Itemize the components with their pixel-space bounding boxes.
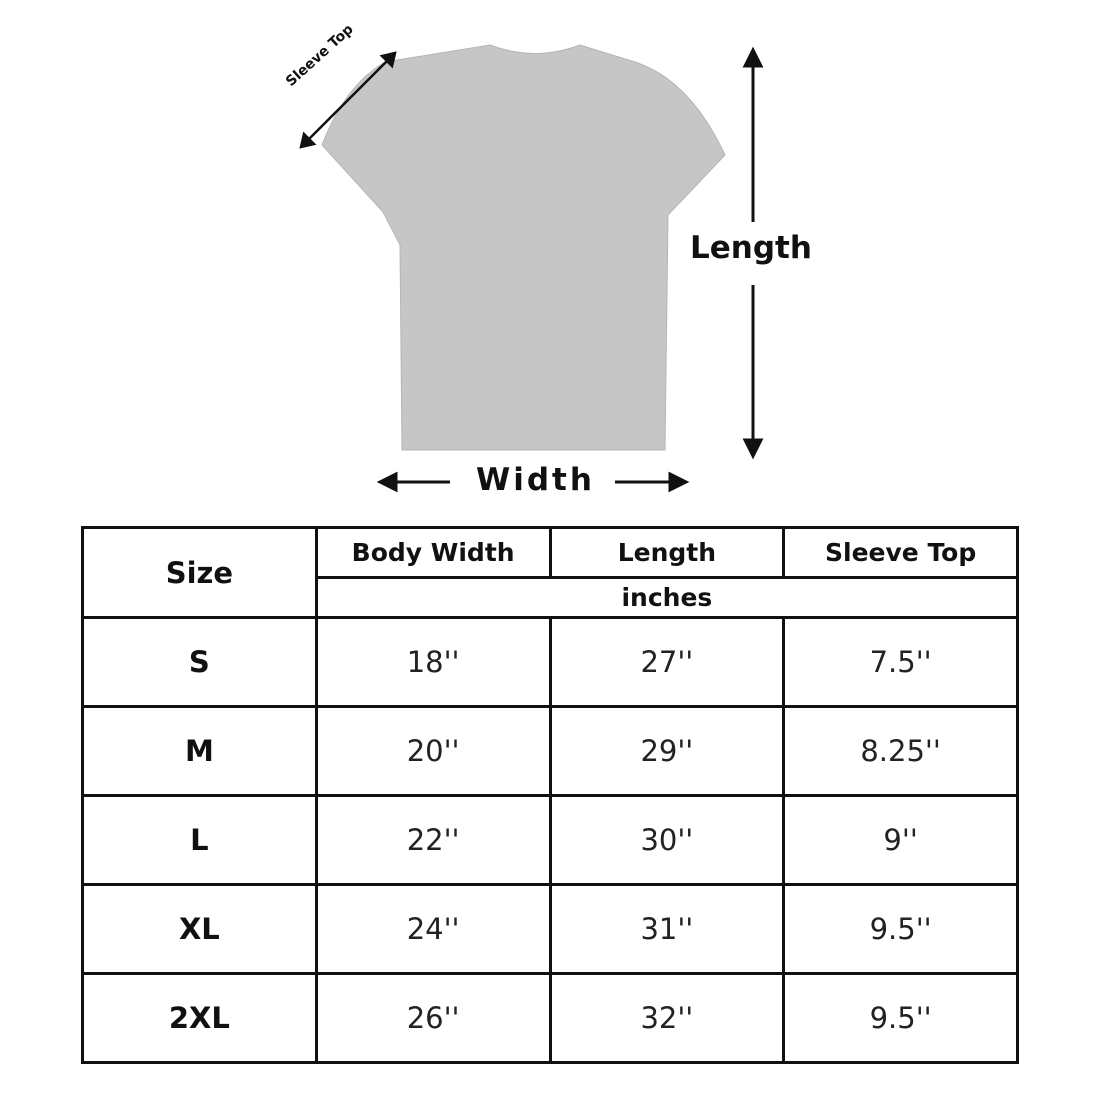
size-cell: 2XL xyxy=(81,972,318,1064)
value-cell: 9.5'' xyxy=(782,972,1019,1064)
tshirt-image xyxy=(321,44,726,451)
tshirt-diagram xyxy=(299,44,764,493)
header-row: Size Body Width Length Sleeve Top xyxy=(81,526,1019,619)
header-body-width: Body Width xyxy=(314,526,552,579)
length-arrow xyxy=(742,46,764,460)
sleeve-arrow xyxy=(299,51,397,149)
table-row: 2XL 26'' 32'' 9.5'' xyxy=(81,972,1019,1064)
header-sleeve-top: Sleeve Top xyxy=(782,526,1019,579)
value-cell: 24'' xyxy=(314,883,552,975)
size-header: Size xyxy=(81,526,318,619)
value-cell: 9'' xyxy=(782,794,1019,886)
size-cell: M xyxy=(81,705,318,797)
value-cell: 29'' xyxy=(548,705,786,797)
length-label: Length xyxy=(690,230,812,266)
size-cell: S xyxy=(81,616,318,708)
width-arrow xyxy=(376,471,690,493)
value-cell: 32'' xyxy=(548,972,786,1064)
value-cell: 9.5'' xyxy=(782,883,1019,975)
header-length: Length xyxy=(548,526,786,579)
size-cell: XL xyxy=(81,883,318,975)
table-row: L 22'' 30'' 9'' xyxy=(81,794,1019,886)
value-cell: 7.5'' xyxy=(782,616,1019,708)
width-label: Width xyxy=(476,462,595,498)
value-cell: 18'' xyxy=(314,616,552,708)
value-cell: 8.25'' xyxy=(782,705,1019,797)
table-row: XL 24'' 31'' 9.5'' xyxy=(81,883,1019,975)
value-cell: 31'' xyxy=(548,883,786,975)
unit-label: inches xyxy=(314,576,1020,619)
value-cell: 22'' xyxy=(314,794,552,886)
size-cell: L xyxy=(81,794,318,886)
table-row: M 20'' 29'' 8.25'' xyxy=(81,705,1019,797)
value-cell: 26'' xyxy=(314,972,552,1064)
size-table: Size Body Width Length Sleeve Top inches… xyxy=(81,526,1020,1064)
value-cell: 30'' xyxy=(548,794,786,886)
table-row: S 18'' 27'' 7.5'' xyxy=(81,616,1019,708)
value-cell: 20'' xyxy=(314,705,552,797)
value-cell: 27'' xyxy=(548,616,786,708)
